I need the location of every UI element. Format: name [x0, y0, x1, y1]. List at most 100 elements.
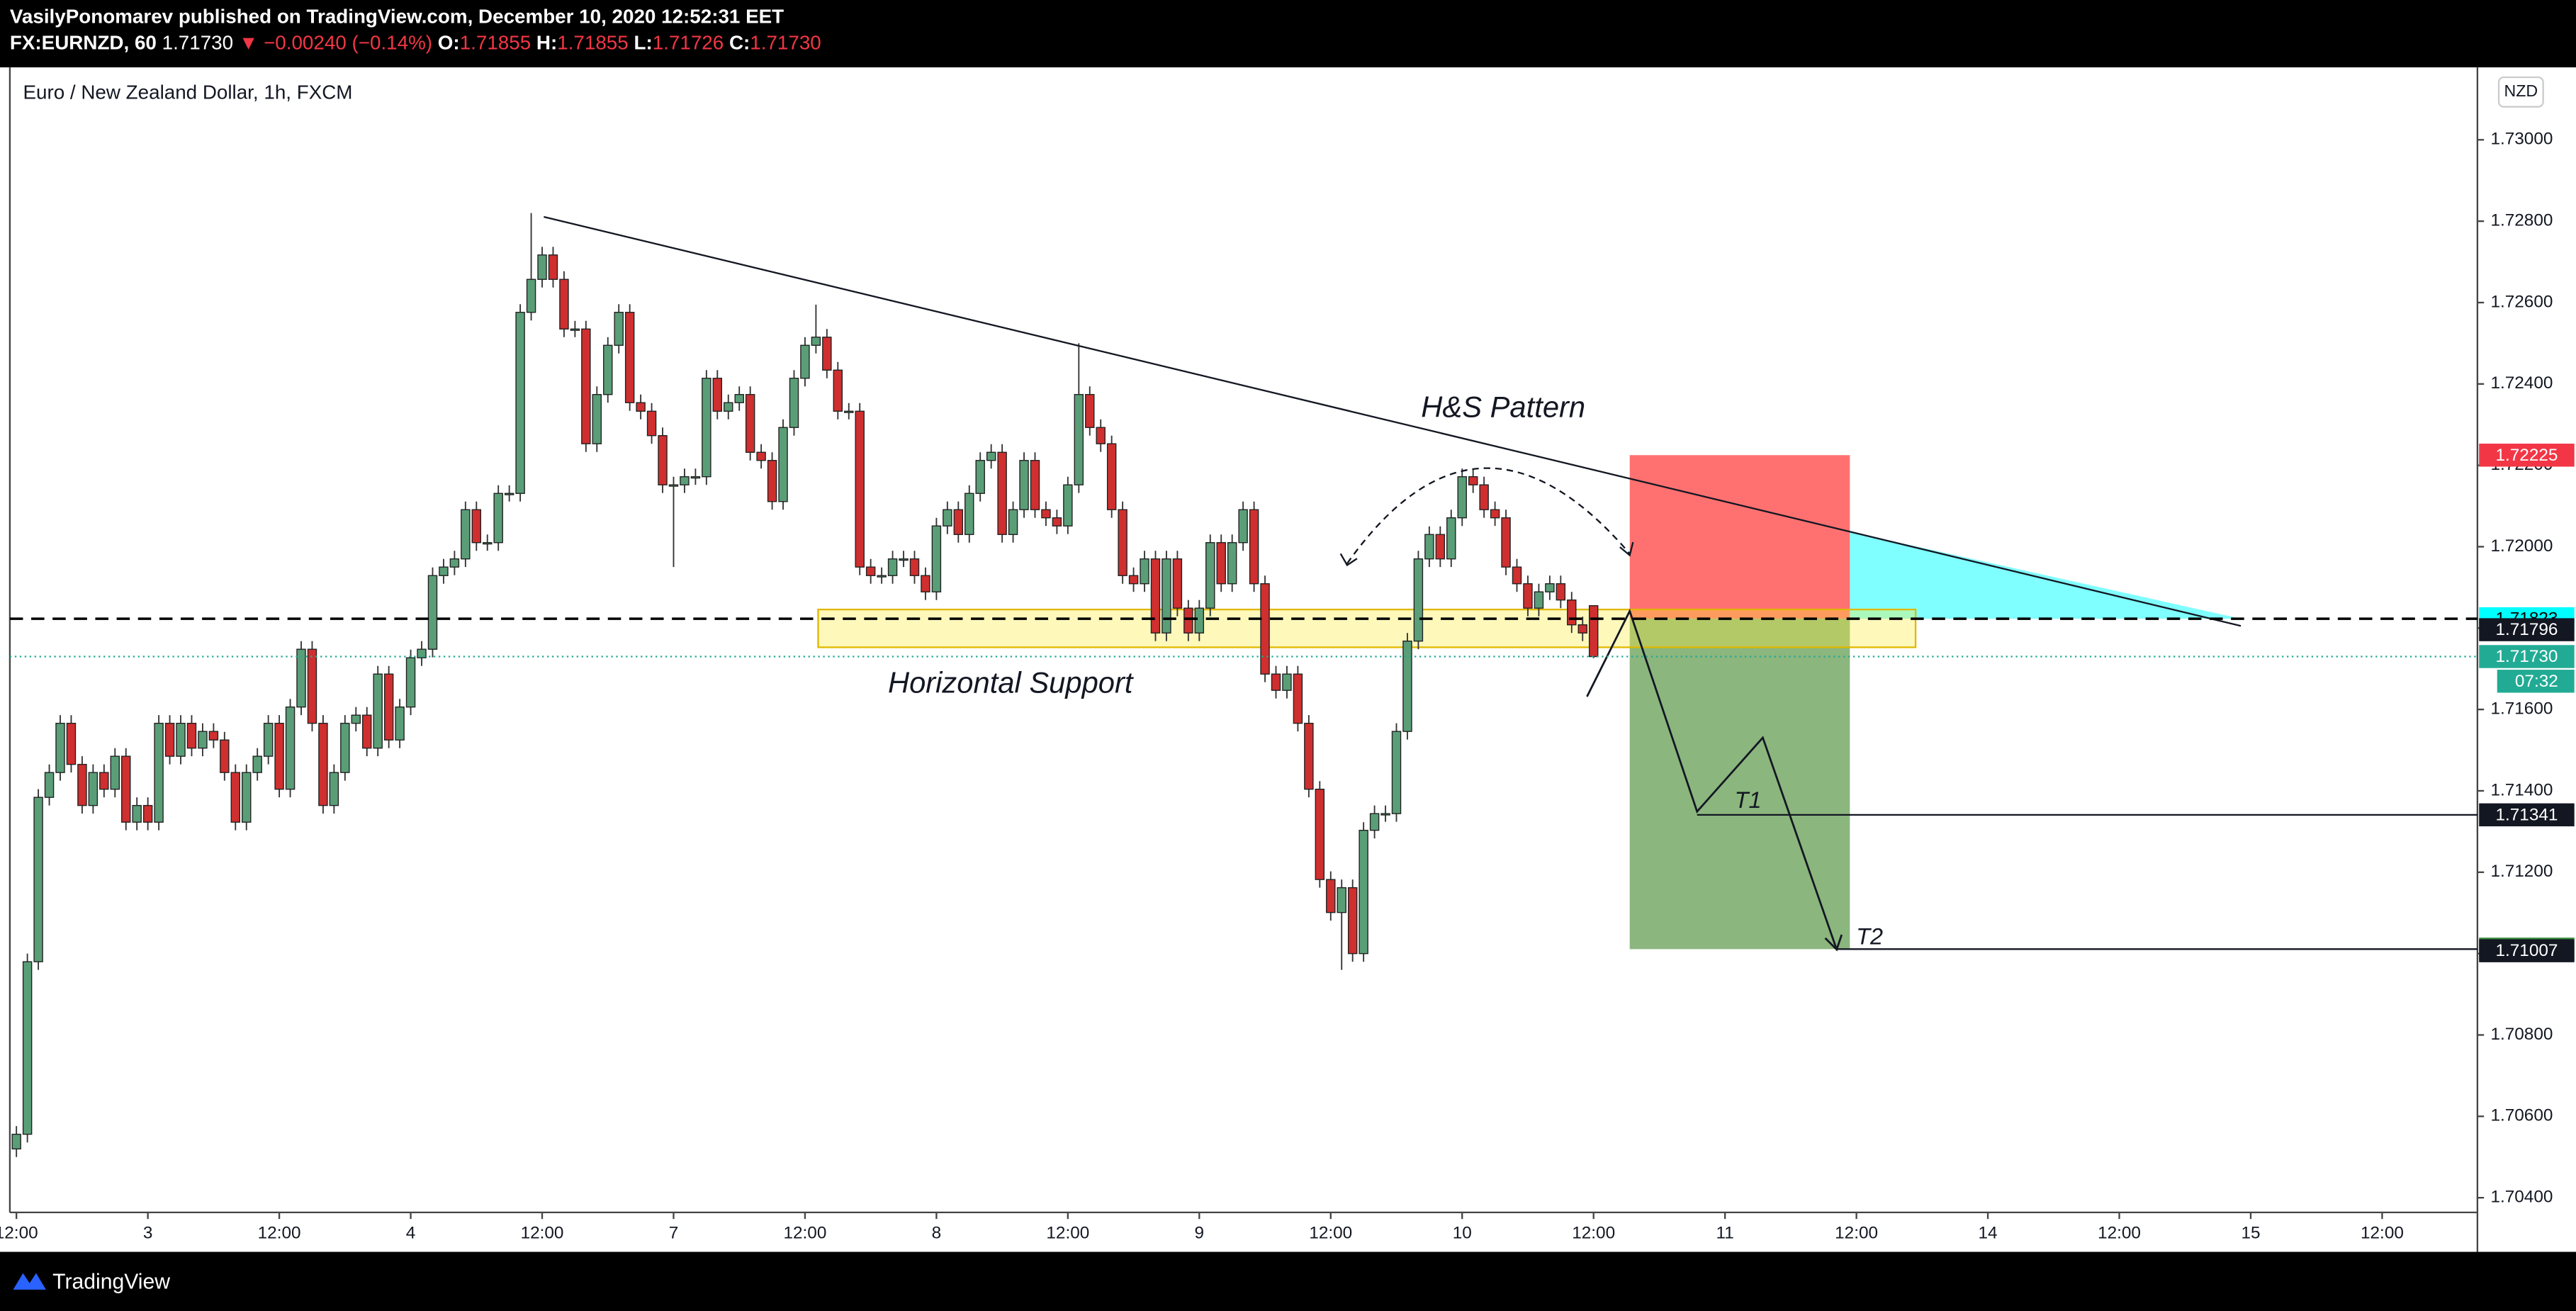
candle-body	[559, 278, 569, 330]
candle-body	[471, 509, 482, 544]
ohlc-value: 1.71726	[653, 32, 724, 54]
candle-body	[395, 707, 405, 741]
candle-body	[646, 410, 657, 437]
logo	[13, 1273, 46, 1290]
candle-body	[712, 378, 723, 412]
candle-body	[242, 772, 252, 823]
candle-body	[1172, 558, 1183, 609]
candle-body	[986, 451, 996, 461]
candle-body	[1556, 583, 1566, 601]
candle-body	[526, 278, 536, 313]
price-tag	[2479, 645, 2575, 668]
candle-body	[789, 378, 799, 428]
candle-body	[1008, 509, 1018, 535]
candle-body	[329, 772, 339, 806]
candle-body	[1260, 583, 1270, 675]
price-tag	[2479, 618, 2575, 641]
candle-body	[921, 575, 930, 592]
candle-body	[383, 673, 394, 741]
candle-body	[1468, 476, 1478, 485]
candle-body	[176, 722, 186, 757]
candle-body	[1446, 517, 1456, 560]
candle-body	[1512, 566, 1522, 585]
candle-body	[33, 797, 43, 962]
candle-body	[351, 714, 361, 724]
candles	[11, 213, 1599, 1157]
candle-body	[1128, 575, 1139, 585]
candle-body	[318, 722, 328, 806]
y-tick-label: 1.71200	[2490, 862, 2553, 881]
x-tick-label: 9	[1195, 1223, 1205, 1242]
candle-body	[1534, 591, 1544, 609]
candle-body	[110, 755, 120, 790]
candle-body	[99, 772, 109, 790]
candle-body	[614, 312, 624, 346]
candle-body	[844, 410, 854, 413]
candle-body	[154, 722, 164, 823]
candle-body	[636, 402, 646, 412]
x-tick-label: 12:00	[1309, 1223, 1352, 1242]
price-tag-label: 1.71007	[2495, 941, 2558, 960]
candle-body	[186, 722, 197, 749]
candle-body	[658, 435, 668, 485]
candle-body	[1567, 599, 1577, 626]
candle-body	[142, 804, 153, 823]
candle-body	[822, 337, 832, 371]
ohlc-label: C:	[729, 32, 750, 54]
candle-body	[756, 451, 766, 461]
x-tick-label: 7	[669, 1223, 679, 1242]
candle-body	[230, 772, 241, 823]
candle-body	[1052, 517, 1062, 527]
candle-body	[220, 739, 230, 773]
candle-body	[1282, 673, 1292, 691]
candle-body	[887, 558, 898, 576]
candle-body	[953, 509, 964, 535]
ohlc-label: H:	[536, 32, 557, 54]
countdown: 07:32	[2515, 672, 2558, 691]
candle-body	[427, 575, 438, 650]
candle-body	[1457, 476, 1467, 519]
candle-body	[77, 763, 87, 806]
candle-body	[603, 344, 613, 395]
candle-body	[811, 337, 821, 346]
ohlc-value: 1.71730	[750, 32, 821, 54]
candle-body	[570, 328, 580, 331]
candle-body	[121, 755, 131, 823]
candle-body	[252, 755, 262, 773]
x-tick-label: 10	[1453, 1223, 1472, 1242]
currency: NZD	[2504, 81, 2538, 100]
candle-body	[1074, 394, 1084, 485]
candle-body	[1315, 788, 1325, 880]
price-tag-label: 1.71730	[2495, 647, 2558, 666]
candle-body	[1413, 558, 1424, 642]
candle-body	[734, 394, 744, 403]
candle-body	[208, 731, 219, 741]
last-price: 1.71730	[162, 32, 233, 54]
ohlc-value: 1.71855	[557, 32, 628, 54]
candle-body	[22, 961, 33, 1135]
candle-body	[1249, 509, 1259, 585]
x-tick-label: 3	[143, 1223, 153, 1242]
brand: TradingView	[52, 1271, 170, 1294]
price-tag	[2479, 444, 2575, 467]
candle-body	[164, 722, 175, 757]
candle-body	[581, 328, 591, 444]
target-label: T2	[1856, 923, 1883, 949]
candle-body	[263, 722, 274, 757]
currency-box[interactable]	[2497, 76, 2544, 108]
x-tick-label: 12:00	[258, 1223, 301, 1242]
candle-body	[1238, 509, 1248, 544]
candle-body	[1030, 460, 1040, 510]
candle-body	[1380, 813, 1390, 816]
candle-body	[1019, 460, 1029, 510]
candle-body	[1337, 887, 1346, 913]
price-tag	[2479, 803, 2575, 827]
candle-body	[285, 707, 296, 790]
candle-body	[483, 542, 493, 545]
pattern-label: H&S Pattern	[1421, 390, 1585, 423]
candle-body	[909, 558, 920, 576]
publisher-line: VasilyPonomarev published on TradingView…	[10, 6, 784, 28]
y-tick-label: 1.72000	[2490, 536, 2553, 556]
